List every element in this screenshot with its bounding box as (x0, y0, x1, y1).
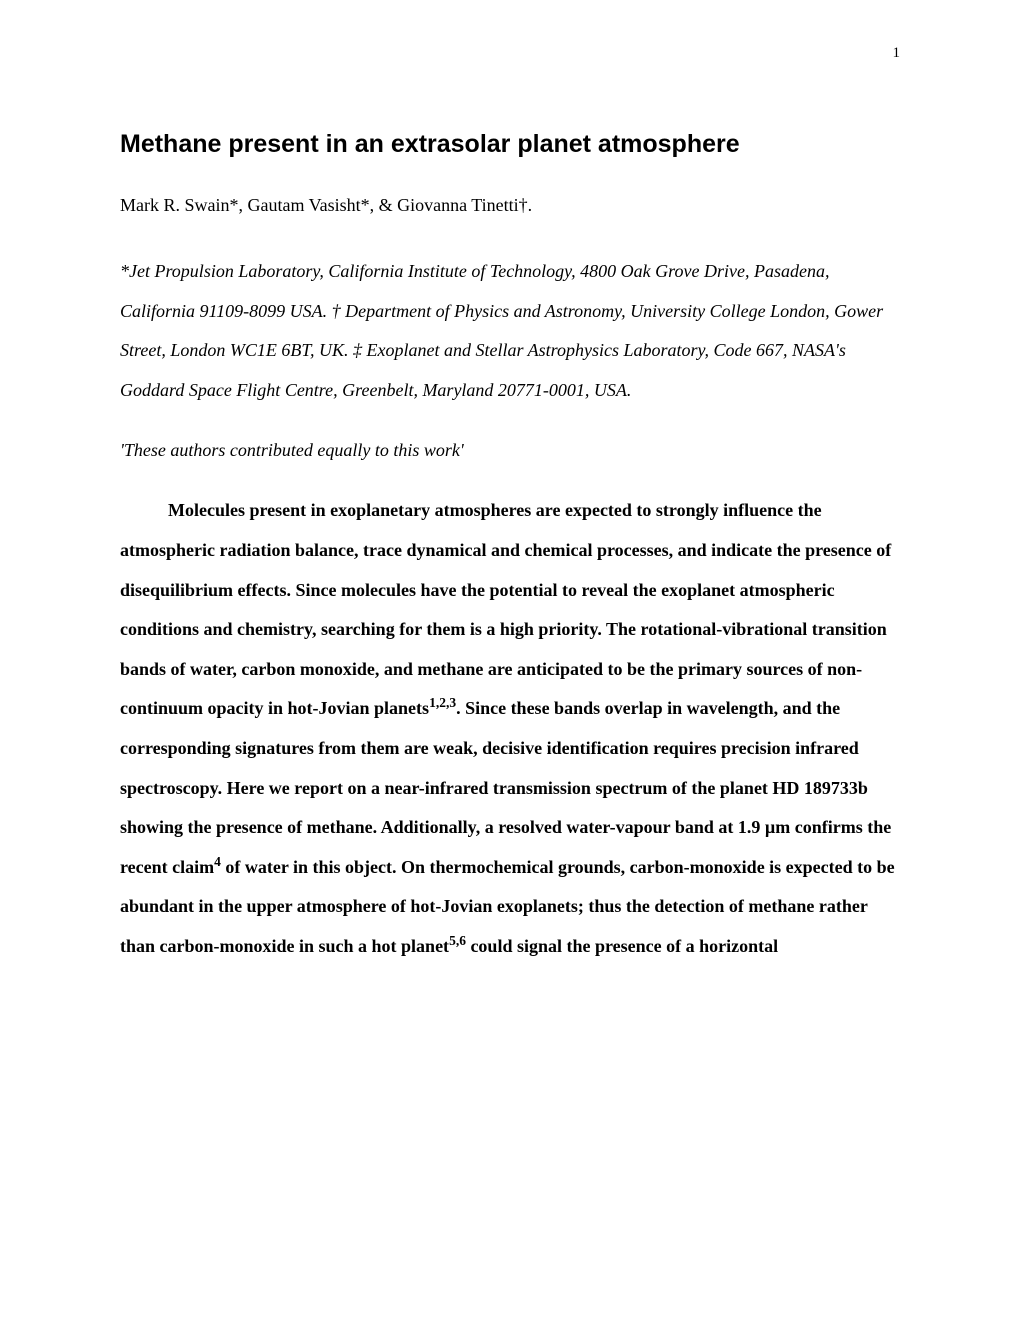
abstract-text-d: could signal the presence of a horizonta… (466, 936, 778, 956)
citation-sup-1: 1,2,3 (429, 695, 456, 710)
contribution-note: 'These authors contributed equally to th… (120, 440, 900, 461)
abstract-text-b: . Since these bands overlap in wavelengt… (120, 698, 891, 876)
abstract-text-a: Molecules present in exoplanetary atmosp… (120, 500, 891, 718)
abstract-paragraph: Molecules present in exoplanetary atmosp… (120, 491, 900, 966)
authors-line: Mark R. Swain*, Gautam Vasisht*, & Giova… (120, 195, 900, 216)
citation-sup-3: 5,6 (449, 933, 466, 948)
affiliations-block: *Jet Propulsion Laboratory, California I… (120, 252, 900, 410)
paper-title: Methane present in an extrasolar planet … (120, 130, 900, 159)
page-number: 1 (893, 45, 901, 62)
citation-sup-2: 4 (214, 854, 221, 869)
